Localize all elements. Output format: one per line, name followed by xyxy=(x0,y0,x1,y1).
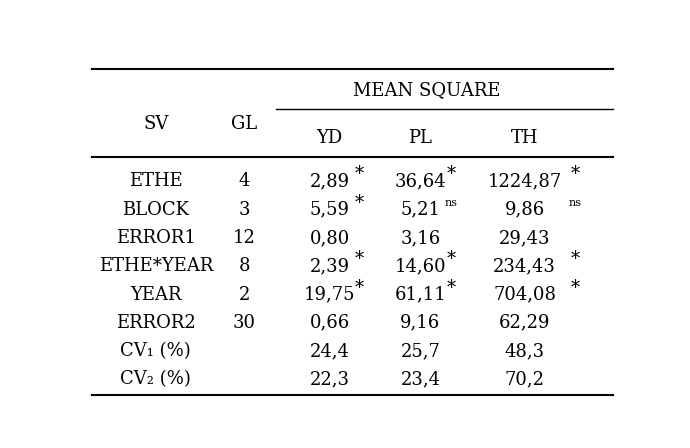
Text: 3,16: 3,16 xyxy=(400,229,441,247)
Text: 2,39: 2,39 xyxy=(310,257,350,275)
Text: 2,89: 2,89 xyxy=(310,172,350,190)
Text: 3: 3 xyxy=(238,201,250,219)
Text: *: * xyxy=(447,279,456,297)
Text: 70,2: 70,2 xyxy=(505,370,544,388)
Text: 9,16: 9,16 xyxy=(400,314,441,332)
Text: *: * xyxy=(571,250,580,268)
Text: 1224,87: 1224,87 xyxy=(488,172,562,190)
Text: ns: ns xyxy=(569,198,582,208)
Text: 36,64: 36,64 xyxy=(395,172,446,190)
Text: *: * xyxy=(355,194,364,212)
Text: 2: 2 xyxy=(238,285,250,304)
Text: 9,86: 9,86 xyxy=(504,201,545,219)
Text: ns: ns xyxy=(445,198,458,208)
Text: *: * xyxy=(355,279,364,297)
Text: 61,11: 61,11 xyxy=(395,285,446,304)
Text: YEAR: YEAR xyxy=(130,285,181,304)
Text: 234,43: 234,43 xyxy=(493,257,556,275)
Text: 12: 12 xyxy=(233,229,255,247)
Text: 5,21: 5,21 xyxy=(400,201,440,219)
Text: ERROR2: ERROR2 xyxy=(116,314,196,332)
Text: *: * xyxy=(355,250,364,268)
Text: *: * xyxy=(447,250,456,268)
Text: *: * xyxy=(571,279,580,297)
Text: *: * xyxy=(571,165,580,184)
Text: 14,60: 14,60 xyxy=(395,257,446,275)
Text: 24,4: 24,4 xyxy=(310,342,350,360)
Text: CV₁ (%): CV₁ (%) xyxy=(120,342,191,360)
Text: CV₂ (%): CV₂ (%) xyxy=(120,370,191,388)
Text: 0,66: 0,66 xyxy=(309,314,350,332)
Text: SV: SV xyxy=(143,116,168,134)
Text: ETHE*YEAR: ETHE*YEAR xyxy=(99,257,213,275)
Text: 25,7: 25,7 xyxy=(400,342,440,360)
Text: 8: 8 xyxy=(238,257,250,275)
Text: BLOCK: BLOCK xyxy=(122,201,189,219)
Text: 48,3: 48,3 xyxy=(504,342,545,360)
Text: 22,3: 22,3 xyxy=(310,370,350,388)
Text: 704,08: 704,08 xyxy=(493,285,556,304)
Text: 62,29: 62,29 xyxy=(499,314,551,332)
Text: MEAN SQUARE: MEAN SQUARE xyxy=(353,81,501,99)
Text: *: * xyxy=(447,165,456,184)
Text: YD: YD xyxy=(317,129,343,147)
Text: *: * xyxy=(355,165,364,184)
Text: ETHE: ETHE xyxy=(129,172,183,190)
Text: 5,59: 5,59 xyxy=(310,201,350,219)
Text: 0,80: 0,80 xyxy=(309,229,350,247)
Text: ERROR1: ERROR1 xyxy=(116,229,196,247)
Text: GL: GL xyxy=(231,116,257,134)
Text: 23,4: 23,4 xyxy=(400,370,440,388)
Text: 29,43: 29,43 xyxy=(499,229,551,247)
Text: TH: TH xyxy=(511,129,538,147)
Text: 4: 4 xyxy=(238,172,250,190)
Text: 30: 30 xyxy=(233,314,255,332)
Text: PL: PL xyxy=(408,129,433,147)
Text: 19,75: 19,75 xyxy=(304,285,355,304)
